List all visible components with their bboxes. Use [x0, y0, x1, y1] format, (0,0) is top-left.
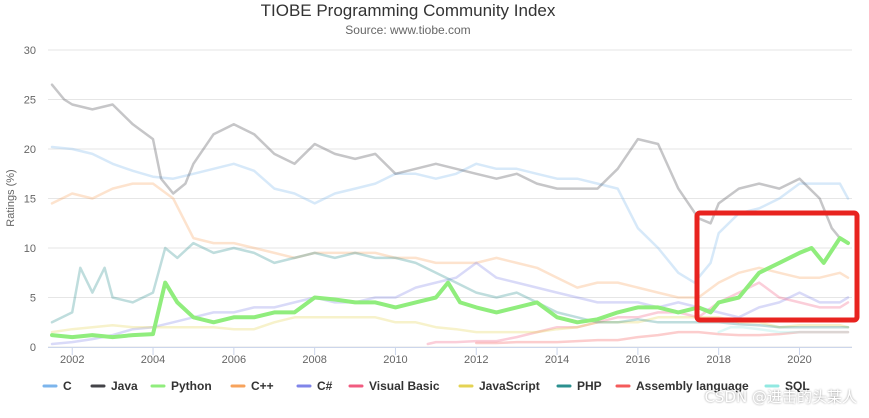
y-tick-label: 20 — [24, 144, 36, 156]
legend-item-c[interactable]: C — [42, 379, 72, 393]
legend-item-c-[interactable]: C++ — [230, 379, 274, 393]
watermark: CSDN @进击的头某人 — [704, 388, 857, 406]
legend-item-java[interactable]: Java — [90, 379, 138, 393]
series-line-visual-basic — [426, 281, 850, 346]
legend-label: JavaScript — [479, 379, 540, 393]
series-line-c — [50, 145, 850, 284]
legend: C Java Python C++ C# Visual Basic JavaScript PH… — [42, 379, 810, 393]
legend-label: Python — [171, 379, 212, 393]
legend-item-javascript[interactable]: JavaScript — [458, 379, 540, 393]
series-line-assembly-language — [475, 330, 850, 345]
legend-label: Visual Basic — [369, 379, 440, 393]
legend-item-sql[interactable]: SQL — [764, 379, 810, 393]
legend-label: Java — [111, 379, 138, 393]
y-tick-label: 25 — [24, 95, 36, 107]
y-tick-label: 5 — [30, 293, 36, 305]
x-tick-label: 2018 — [706, 354, 730, 366]
legend-item-visual-basic[interactable]: Visual Basic — [348, 379, 440, 393]
x-tick-label: 2020 — [787, 354, 811, 366]
x-tick-label: 2012 — [464, 354, 488, 366]
series-line-sql — [717, 325, 850, 334]
series-line-python — [50, 236, 850, 340]
legend-item-python[interactable]: Python — [150, 379, 212, 393]
legend-label: C# — [317, 379, 333, 393]
x-tick-label: 2008 — [302, 354, 326, 366]
axes: 0 5 10 15 20 25 30 2002 2004 2006 2008 2010 2012 2014… — [24, 45, 852, 366]
legend-label: PHP — [577, 379, 602, 393]
chart-subtitle: Source: www.tiobe.com — [345, 23, 470, 37]
y-tick-label: 10 — [24, 243, 36, 255]
legend-item-assembly-language[interactable]: Assembly language — [615, 379, 749, 393]
x-tick-label: 2006 — [222, 354, 246, 366]
highlight-box — [694, 210, 860, 323]
y-tick-label: 0 — [30, 342, 36, 354]
gridlines — [48, 49, 852, 348]
legend-label: C++ — [251, 379, 274, 393]
legend-label: SQL — [785, 379, 810, 393]
y-tick-label: 15 — [24, 194, 36, 206]
x-tick-label: 2016 — [626, 354, 650, 366]
series-line-c- — [50, 182, 850, 299]
y-tick-label: 30 — [24, 45, 36, 57]
legend-item-php[interactable]: PHP — [556, 379, 602, 393]
x-tick-label: 2014 — [545, 354, 569, 366]
x-tick-label: 2004 — [141, 354, 165, 366]
legend-label: C — [63, 379, 72, 393]
legend-item-c-[interactable]: C# — [296, 379, 333, 393]
chart-title: TIOBE Programming Community Index — [261, 1, 556, 20]
x-tick-label: 2010 — [383, 354, 407, 366]
series-line-java — [50, 83, 850, 245]
legend-label: Assembly language — [636, 379, 749, 393]
series-line-c- — [50, 261, 850, 346]
y-axis-label: Ratings (%) — [5, 169, 17, 226]
x-tick-label: 2002 — [60, 354, 84, 366]
